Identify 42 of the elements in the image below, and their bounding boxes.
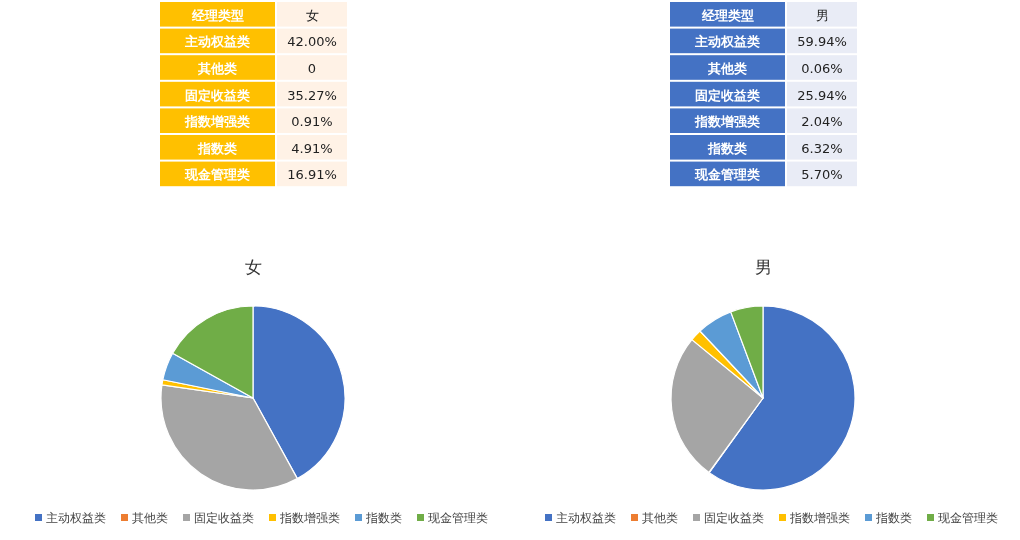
text: 其他类: [197, 61, 237, 77]
text: 经理类型: [190, 7, 244, 23]
legend-label: 其他类: [132, 511, 168, 526]
text: 59.94%: [797, 34, 847, 50]
text: 5.70%: [801, 167, 843, 183]
text: 6.32%: [801, 140, 843, 156]
legend-label: 现金管理类: [938, 511, 998, 526]
text: 4.91%: [291, 140, 333, 156]
text: 16.91%: [287, 167, 337, 183]
text: 0.06%: [801, 61, 843, 77]
text: 女: [305, 7, 319, 23]
legend-label: 固定收益类: [704, 511, 764, 526]
legend-label: 固定收益类: [194, 511, 254, 526]
text: 指数类: [707, 140, 747, 156]
legend-label: 指数增强类: [279, 511, 340, 526]
text: 固定收益类: [185, 87, 250, 103]
legend-label: 指数类: [365, 511, 402, 526]
chart-title: 男: [754, 257, 772, 277]
text: 指数类: [197, 140, 237, 156]
text: 现金管理类: [694, 167, 760, 183]
text: 2.04%: [801, 114, 843, 130]
text: 主动权益类: [694, 34, 760, 50]
text: 0.91%: [291, 114, 333, 130]
chart-title: 女: [244, 257, 262, 277]
legend-label: 主动权益类: [556, 511, 616, 526]
text: 42.00%: [287, 34, 337, 50]
text: 男: [815, 7, 829, 23]
legend-label: 指数增强类: [789, 511, 850, 526]
text: 固定收益类: [695, 87, 760, 103]
legend-label: 指数类: [875, 511, 912, 526]
text: 35.27%: [287, 87, 337, 103]
legend-label: 其他类: [642, 511, 678, 526]
legend-label: 现金管理类: [428, 511, 488, 526]
legend-label: 主动权益类: [46, 511, 106, 526]
text: 其他类: [707, 61, 747, 77]
text: 指数增强类: [694, 114, 760, 130]
text: 主动权益类: [184, 34, 250, 50]
text: 经理类型: [700, 7, 754, 23]
text: 25.94%: [797, 87, 847, 103]
text: 指数增强类: [184, 114, 250, 130]
text: 现金管理类: [184, 167, 250, 183]
text: 0: [307, 61, 317, 77]
